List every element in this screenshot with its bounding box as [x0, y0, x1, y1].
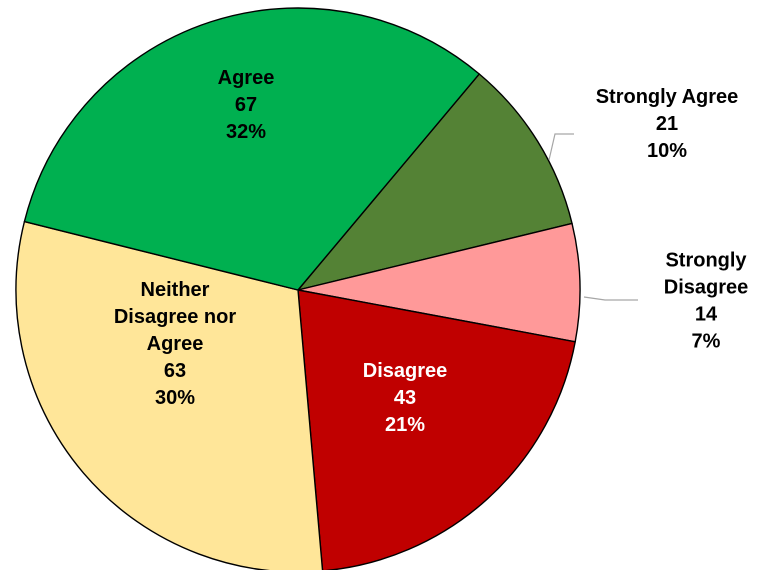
pie-labels: Strongly Agree 21 10% Strongly Disagree 14 7% D…	[114, 67, 748, 436]
data-label-category: Strongly	[665, 250, 747, 272]
data-label-agree: Agree 67 32%	[218, 67, 275, 143]
data-label-category: Disagree	[363, 360, 448, 382]
data-label-category: Agree	[147, 333, 204, 355]
data-label-category: Disagree	[664, 277, 749, 299]
slice-disagree	[297, 289, 576, 570]
data-label-neither-disagree-nor-agree: Neither Disagree nor Agree 63 30%	[114, 279, 236, 409]
data-label-category: Neither	[141, 279, 210, 301]
data-label-count: 43	[394, 387, 416, 409]
slice-strongly-agree	[297, 73, 573, 291]
data-label-strongly-disagree: Strongly Disagree 14 7%	[664, 250, 749, 353]
data-label-percent: 21%	[385, 414, 425, 436]
data-label-count: 21	[656, 113, 678, 135]
data-label-category: Disagree nor	[114, 306, 236, 328]
leader-line-strongly-disagree	[583, 296, 638, 301]
data-label-percent: 30%	[155, 387, 195, 409]
pie-slices	[15, 7, 581, 570]
data-label-disagree: Disagree 43 21%	[363, 360, 448, 436]
data-label-category: Strongly Agree	[596, 86, 739, 108]
slice-agree	[23, 7, 480, 291]
data-label-percent: 10%	[647, 140, 687, 162]
data-label-category: Agree	[218, 67, 275, 89]
data-label-percent: 7%	[692, 331, 721, 353]
leader-line-strongly-agree	[548, 133, 574, 161]
data-label-count: 67	[235, 94, 257, 116]
slice-neither-disagree-nor-agree	[15, 220, 324, 570]
data-label-count: 14	[695, 304, 718, 326]
data-label-percent: 32%	[226, 121, 266, 143]
slice-strongly-disagree	[297, 222, 581, 343]
data-label-strongly-agree: Strongly Agree 21 10%	[596, 86, 739, 162]
data-label-count: 63	[164, 360, 186, 382]
